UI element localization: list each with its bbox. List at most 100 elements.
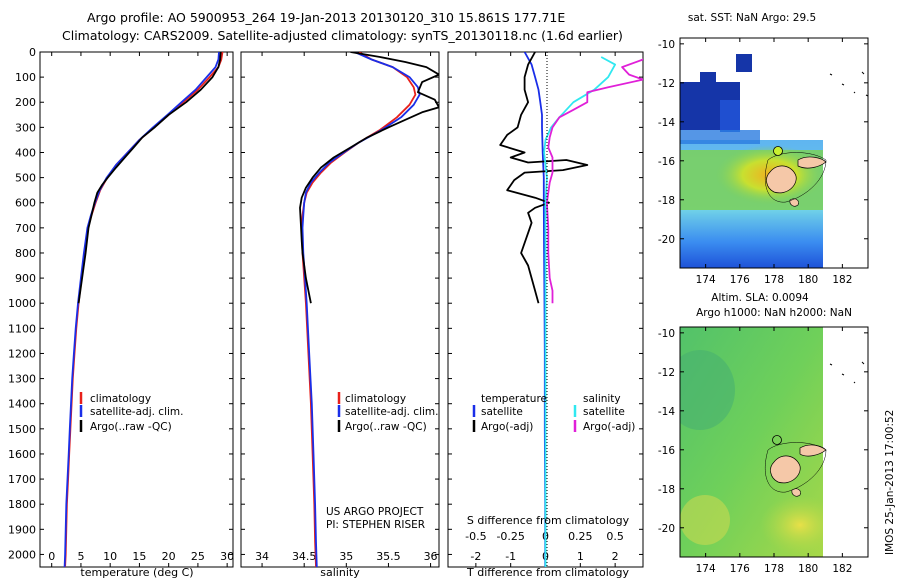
reef-outline xyxy=(764,152,827,203)
x-tick-label: 5 xyxy=(77,550,84,563)
salinity-plot-frame xyxy=(240,51,440,568)
sla-no-data-region xyxy=(823,327,868,557)
sla-map-title-1: Altim. SLA: 0.0094 xyxy=(711,292,809,304)
sla-map xyxy=(680,327,823,557)
map-x-tick-label: 178 xyxy=(764,274,784,286)
argo-position-marker xyxy=(773,146,783,156)
map-y-tick-label: -20 xyxy=(658,234,675,246)
salinity-xlabel: salinity xyxy=(320,566,360,579)
small-islands xyxy=(829,71,869,97)
x-tick-label: 34 xyxy=(255,550,269,563)
depth-tick-label: 2000 xyxy=(8,548,36,561)
small-islands xyxy=(829,361,865,384)
depth-tick-label: 1000 xyxy=(8,297,36,310)
map-x-tick-label: 182 xyxy=(832,563,852,575)
map-x-tick-label: 182 xyxy=(832,274,852,286)
series-line-climatology xyxy=(300,52,417,567)
header-line-1: Argo profile: AO 5900953_264 19-Jan-2013… xyxy=(87,10,565,25)
argo-position-marker xyxy=(772,435,782,445)
x-tick-label: 1 xyxy=(577,550,584,563)
t-difference-xlabel: T difference from climatology xyxy=(466,566,629,579)
depth-tick-label: 1200 xyxy=(8,347,36,360)
legend-label-t-satellite: satellite xyxy=(481,406,523,418)
temperature-xlabel: temperature (deg C) xyxy=(80,566,193,579)
legend-label-argo: Argo(..raw -QC) xyxy=(345,421,427,433)
map-y-tick-label: -10 xyxy=(658,328,675,340)
sla-high-patch xyxy=(680,495,730,545)
map-y-tick-label: -16 xyxy=(658,445,675,457)
s-tick-label: -0.5 xyxy=(465,530,486,543)
x-tick-label: 0 xyxy=(48,550,55,563)
x-tick-label: 34.5 xyxy=(292,550,317,563)
map-x-tick-label: 176 xyxy=(730,274,750,286)
depth-tick-label: 100 xyxy=(15,71,36,84)
reef-outline xyxy=(764,442,827,493)
map-x-tick-label: 180 xyxy=(798,563,818,575)
map-y-tick-label: -12 xyxy=(658,78,675,90)
salinity-series xyxy=(299,52,439,567)
series-line-argo-raw-qc- xyxy=(299,52,439,304)
x-tick-label: 36 xyxy=(424,550,438,563)
depth-tick-label: 600 xyxy=(15,197,36,210)
map-y-tick-label: -14 xyxy=(658,117,675,129)
difference-legend: temperature salinity satellite Argo(-adj… xyxy=(472,393,635,433)
map-x-tick-label: 176 xyxy=(730,563,750,575)
series-line-s-satellite xyxy=(543,56,616,567)
island-kadavu xyxy=(791,488,801,497)
sst-map-islands xyxy=(764,71,869,207)
depth-tick-label: 300 xyxy=(15,121,36,134)
map-y-tick-label: -14 xyxy=(658,406,675,418)
series-line-satellite-adj-clim- xyxy=(301,52,421,567)
sst-cloud-block xyxy=(720,100,740,132)
depth-tick-label: 1700 xyxy=(8,473,36,486)
sla-low-patch xyxy=(680,350,735,430)
depth-tick-label: 1800 xyxy=(8,498,36,511)
depth-tick-label: 400 xyxy=(15,146,36,159)
series-line-argo-raw-qc- xyxy=(77,52,222,304)
map-y-tick-label: -10 xyxy=(658,39,675,51)
x-tick-label: 15 xyxy=(132,550,146,563)
legend-label-climatology: climatology xyxy=(345,393,406,405)
x-tick-label: 2 xyxy=(612,550,619,563)
legend-label-s-argo: Argo(-adj) xyxy=(583,421,635,433)
legend-title-temperature: temperature xyxy=(481,393,547,405)
series-line-t-argo-adj- xyxy=(499,52,589,304)
legend-label-satellite: satellite-adj. clim. xyxy=(345,406,438,418)
legend-label-argo: Argo(..raw -QC) xyxy=(90,421,172,433)
series-line-climatology xyxy=(64,52,224,567)
temperature-plot-frame xyxy=(39,51,234,568)
depth-tick-label: 1500 xyxy=(8,423,36,436)
sla-map-title-2: Argo h1000: NaN h2000: NaN xyxy=(696,307,852,319)
depth-tick-label: 900 xyxy=(15,272,36,285)
legend-label-satellite: satellite-adj. clim. xyxy=(90,406,183,418)
depth-tick-label: 1400 xyxy=(8,398,36,411)
sst-no-data-region xyxy=(823,38,868,268)
island-viti-levu xyxy=(770,455,801,484)
legend-title-salinity: salinity xyxy=(583,393,621,405)
header-line-2: Climatology: CARS2009. Satellite-adjuste… xyxy=(62,28,623,43)
sla-high-patch xyxy=(760,495,823,555)
map-y-tick-label: -18 xyxy=(658,484,675,496)
depth-tick-label: 1900 xyxy=(8,523,36,536)
map-y-tick-label: -20 xyxy=(658,523,675,535)
map-x-tick-label: 174 xyxy=(696,563,716,575)
depth-tick-label: 1600 xyxy=(8,448,36,461)
x-tick-label: 35 xyxy=(339,550,353,563)
map-x-tick-label: 180 xyxy=(798,274,818,286)
x-tick-label: 20 xyxy=(162,550,176,563)
depth-tick-label: 700 xyxy=(15,222,36,235)
x-tick-label: 10 xyxy=(103,550,117,563)
s-difference-xlabel: S difference from climatology xyxy=(467,514,630,527)
x-tick-label: -1 xyxy=(505,550,516,563)
sst-map xyxy=(680,38,823,268)
x-tick-label: 30 xyxy=(220,550,234,563)
salinity-legend: climatology satellite-adj. clim. Argo(..… xyxy=(337,392,438,433)
map-y-tick-label: -12 xyxy=(658,367,675,379)
map-y-tick-label: -16 xyxy=(658,156,675,168)
series-line-satellite-adj-clim- xyxy=(63,52,220,567)
depth-tick-label: 0 xyxy=(29,46,36,59)
depth-tick-label: 200 xyxy=(15,96,36,109)
temperature-legend: climatology satellite-adj. clim. Argo(..… xyxy=(79,392,183,433)
island-kadavu xyxy=(789,198,799,207)
